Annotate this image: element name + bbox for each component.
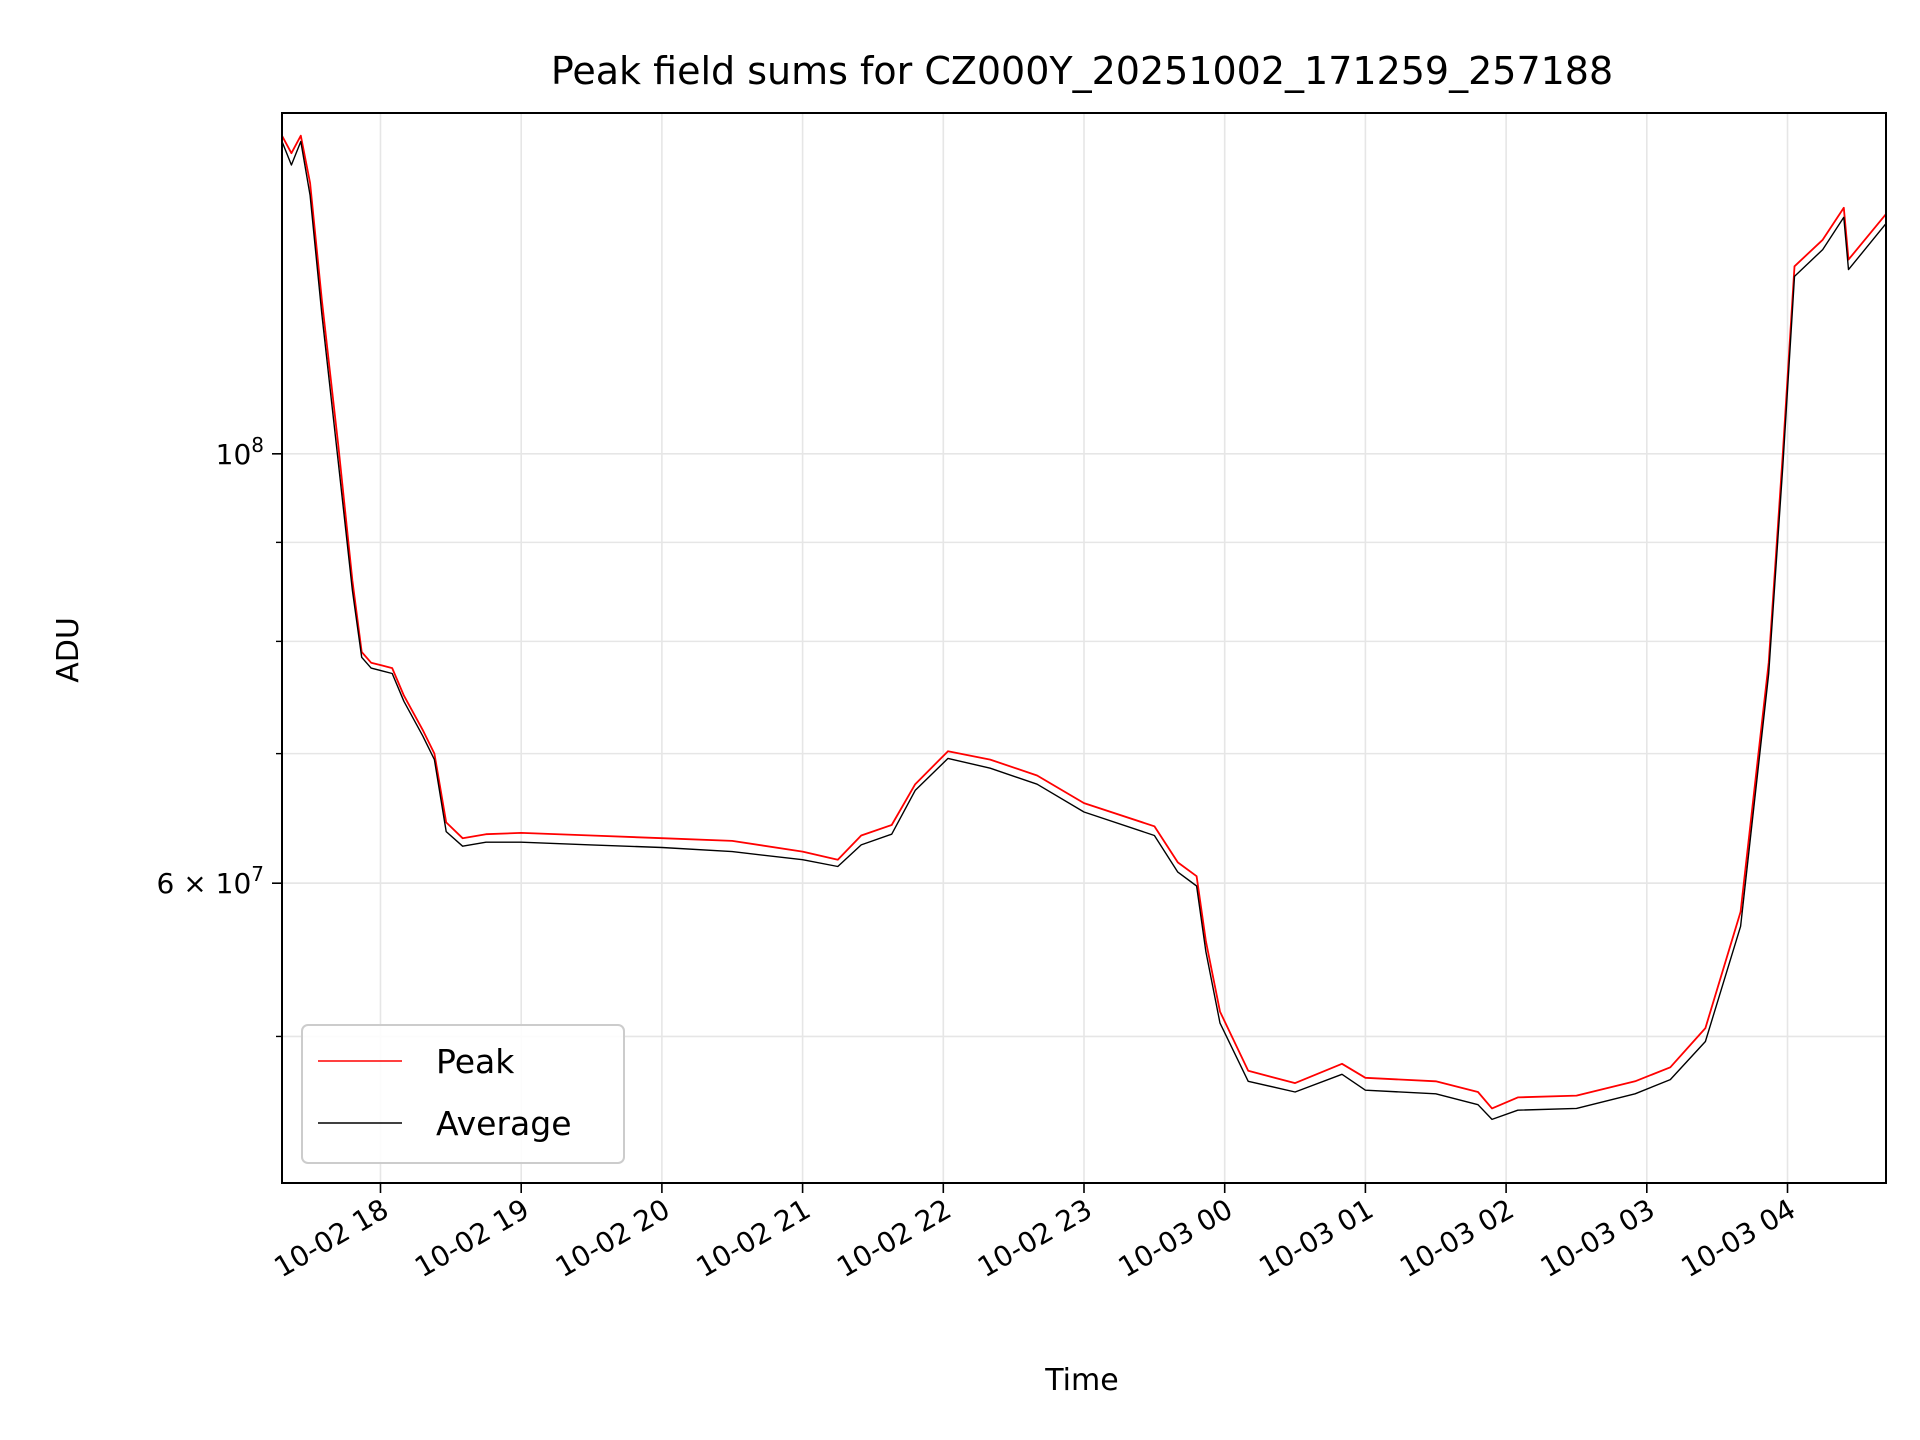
legend-box	[301, 1024, 625, 1164]
series-line-peak	[281, 134, 1887, 1110]
y-axis-label: ADU	[51, 617, 86, 683]
y-tick-label: 6 × 107	[157, 862, 264, 900]
grid-layer	[282, 113, 1886, 1183]
legend-label-average: Average	[436, 1104, 572, 1143]
series-layer	[281, 134, 1887, 1121]
legend-label-peak: Peak	[436, 1042, 515, 1081]
x-axis-label: Time	[1044, 1363, 1118, 1398]
chart-title: Peak field sums for CZ000Y_20251002_1712…	[551, 49, 1613, 93]
legend: Peak Average	[301, 1024, 625, 1164]
series-line-average	[281, 140, 1887, 1121]
